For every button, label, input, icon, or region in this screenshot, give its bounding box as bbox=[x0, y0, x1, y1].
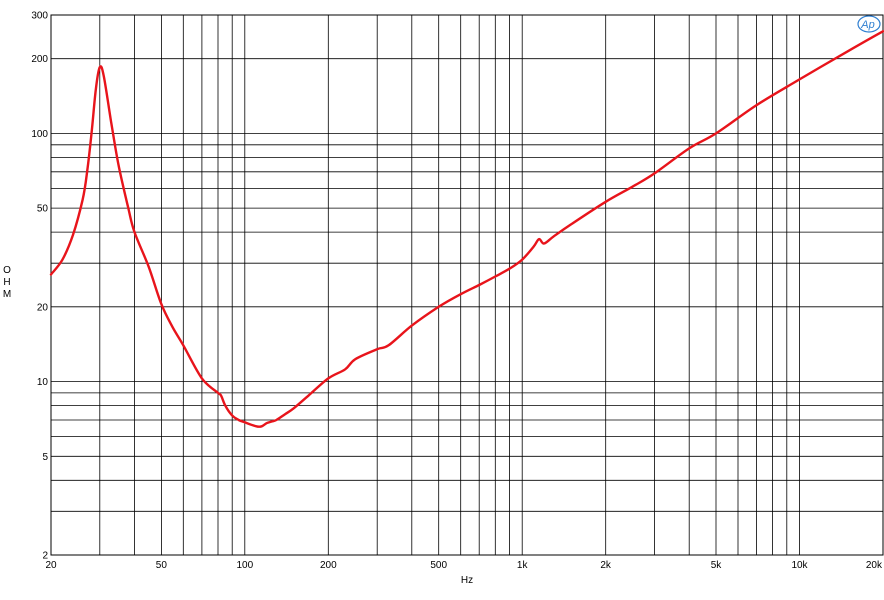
y-tick-label: 50 bbox=[37, 204, 49, 215]
y-tick-label: 20 bbox=[37, 302, 49, 313]
grid bbox=[50, 14, 884, 556]
x-tick-label: 1k bbox=[517, 560, 529, 571]
x-tick-label: 20k bbox=[866, 560, 883, 571]
x-tick-label: 100 bbox=[237, 560, 254, 571]
y-tick-label: 10 bbox=[37, 377, 49, 388]
y-tick-label: 100 bbox=[31, 129, 48, 140]
ap-logo: Ap bbox=[857, 15, 881, 33]
x-tick-label: 2k bbox=[600, 560, 612, 571]
ap-logo-ring bbox=[857, 15, 881, 33]
x-tick-label: 10k bbox=[791, 560, 808, 571]
y-tick-label: 200 bbox=[31, 54, 48, 65]
x-axis-label: Hz bbox=[461, 575, 473, 586]
y-axis-label-letter: M bbox=[3, 289, 11, 300]
y-tick-label: 300 bbox=[31, 11, 48, 22]
x-tick-label: 500 bbox=[430, 560, 447, 571]
y-tick-label: 5 bbox=[42, 452, 48, 463]
y-tick-labels: 2 5 10 20 50 100 200 300 bbox=[31, 11, 48, 562]
plot-frame bbox=[50, 14, 884, 556]
series-layer bbox=[49, 30, 884, 428]
y-axis-label-letter: H bbox=[3, 277, 10, 288]
x-tick-labels: 20 50 100 200 500 1k 2k 5k 10k 20k bbox=[45, 560, 883, 571]
x-tick-label: 200 bbox=[320, 560, 337, 571]
x-tick-label: 20 bbox=[45, 560, 57, 571]
y-axis-label-letter: O bbox=[3, 265, 11, 276]
x-tick-label: 50 bbox=[156, 560, 168, 571]
impedance-curve bbox=[49, 30, 884, 428]
ap-logo-text: Ap bbox=[860, 19, 874, 31]
x-tick-label: 5k bbox=[711, 560, 723, 571]
y-tick-label: 2 bbox=[42, 551, 48, 562]
